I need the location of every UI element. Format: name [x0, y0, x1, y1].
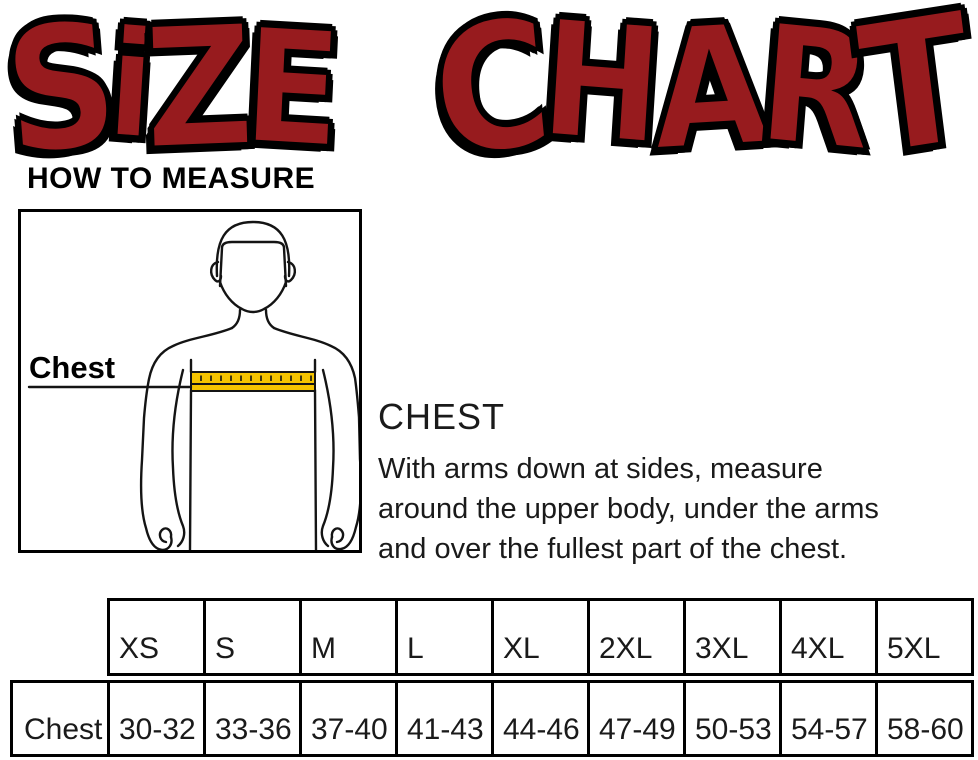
chest-body-line: With arms down at sides, measure: [378, 453, 823, 485]
chest-value-xl: 44-46: [491, 680, 590, 757]
title-letter: H: [535, 0, 669, 182]
chest-section-body: With arms down at sides, measure around …: [378, 449, 879, 569]
chest-value-m: 37-40: [299, 680, 398, 757]
size-header-xs: XS: [107, 598, 206, 676]
chest-value-3xl: 50-53: [683, 680, 782, 757]
figure-hand-right: [330, 527, 345, 544]
size-header-5xl: 5XL: [875, 598, 974, 676]
chest-body-line: around the upper body, under the arms: [378, 493, 879, 525]
title-letter: Z: [140, 0, 257, 188]
size-table: XS S M L XL 2XL 3XL 4XL 5XL Chest 30-32 …: [10, 598, 974, 757]
title-letter: E: [239, 0, 347, 185]
figure-neck-left: [230, 308, 242, 330]
figure-arm-left-outer: [139, 326, 234, 550]
chest-value-4xl: 54-57: [779, 680, 878, 757]
figure-hair: [215, 220, 291, 278]
figure-neck-right: [264, 308, 276, 330]
measuring-tape-ticks: [200, 375, 312, 381]
how-to-measure-heading: HOW TO MEASURE: [27, 162, 316, 195]
size-header-xl: XL: [491, 598, 590, 676]
chest-value-5xl: 58-60: [875, 680, 974, 757]
size-header-m: M: [299, 598, 398, 676]
size-header-3xl: 3XL: [683, 598, 782, 676]
chest-row-label: Chest: [10, 680, 110, 757]
size-header-l: L: [395, 598, 494, 676]
figure-arm-left-inner: [171, 368, 186, 548]
chest-body-line: and over the fullest part of the chest.: [378, 533, 848, 565]
measurement-figure-box: Chest: [18, 209, 362, 553]
figure-chest-label: Chest: [29, 350, 115, 385]
chest-value-s: 33-36: [203, 680, 302, 757]
torso-figure-illustration: Chest: [27, 220, 359, 550]
figure-hand-left: [158, 527, 173, 544]
size-header-s: S: [203, 598, 302, 676]
figure-chest-line-right: [313, 358, 318, 550]
figure-arm-right-outer: [272, 326, 359, 550]
figure-face: [218, 280, 288, 314]
size-table-header-row: XS S M L XL 2XL 3XL 4XL 5XL: [107, 598, 974, 676]
measuring-tape-lower: [190, 383, 316, 392]
chest-value-xs: 30-32: [107, 680, 206, 757]
size-header-4xl: 4XL: [779, 598, 878, 676]
measuring-tape-upper: [190, 371, 316, 385]
figure-hair-fringe: [218, 240, 288, 288]
title-letter: T: [849, 0, 978, 197]
chest-value-2xl: 47-49: [587, 680, 686, 757]
chest-value-l: 41-43: [395, 680, 494, 757]
title-letter: S: [0, 0, 126, 195]
size-header-2xl: 2XL: [587, 598, 686, 676]
chest-section-heading: CHEST: [378, 396, 506, 437]
figure-chest-line-left: [188, 358, 193, 550]
size-table-chest-row: Chest 30-32 33-36 37-40 41-43 44-46 47-4…: [10, 680, 974, 757]
figure-arm-right-inner: [320, 368, 335, 548]
title-letter: A: [648, 0, 775, 189]
